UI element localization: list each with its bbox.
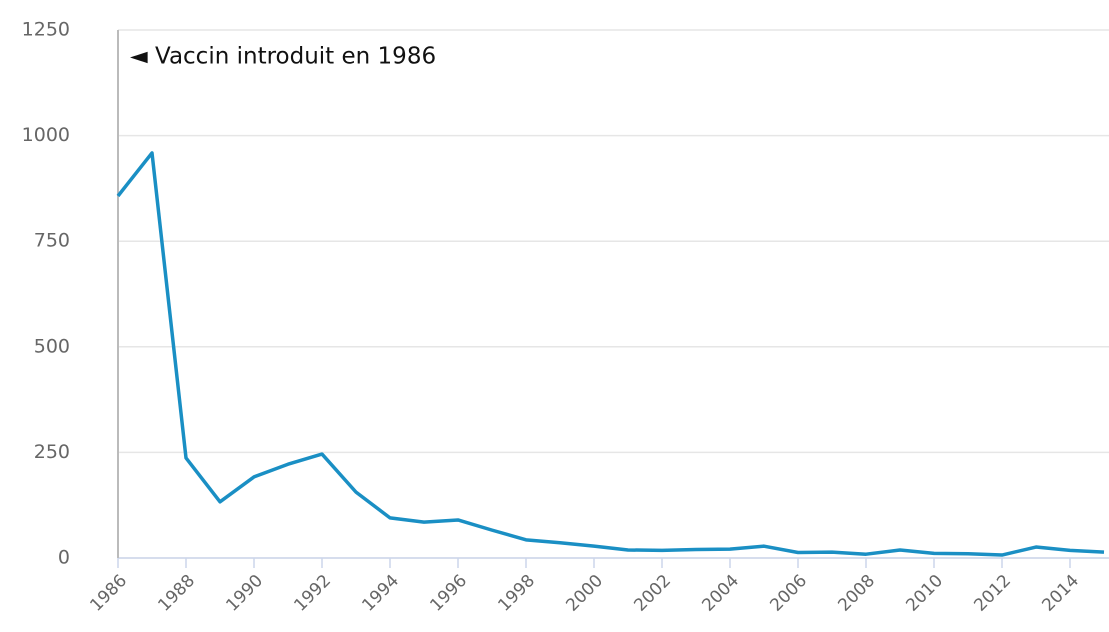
x-tick-label: 1998 [494, 571, 539, 616]
x-tick-label: 1990 [222, 571, 267, 616]
y-tick-label: 0 [58, 547, 70, 569]
line [116, 151, 1105, 557]
x-tick-label: 2008 [834, 571, 879, 616]
x-tick-label: 2002 [630, 571, 675, 616]
x-tick-label: 2012 [970, 571, 1015, 616]
annotation: ◄ Vaccin introduit en 1986 [130, 44, 436, 70]
y-tick-label: 250 [34, 441, 70, 463]
y-tick-label: 750 [34, 230, 70, 252]
y-tick-label: 500 [34, 335, 70, 357]
x-tick-label: 1988 [154, 571, 199, 616]
x-tick-label: 2006 [766, 571, 811, 616]
x-tick-label: 2000 [562, 571, 607, 616]
x-tick-label: 1996 [426, 571, 471, 616]
y-tick-label: 1000 [22, 124, 70, 146]
x-tick-label: 2004 [698, 571, 743, 616]
x-tick-label: 1986 [86, 571, 131, 616]
x-tick-label: 2014 [1038, 571, 1083, 616]
x-tick-label: 2010 [902, 571, 947, 616]
x-tick-label: 1994 [358, 571, 403, 616]
x-tick-label: 1992 [290, 571, 335, 616]
y-tick-label: 1250 [22, 19, 70, 41]
